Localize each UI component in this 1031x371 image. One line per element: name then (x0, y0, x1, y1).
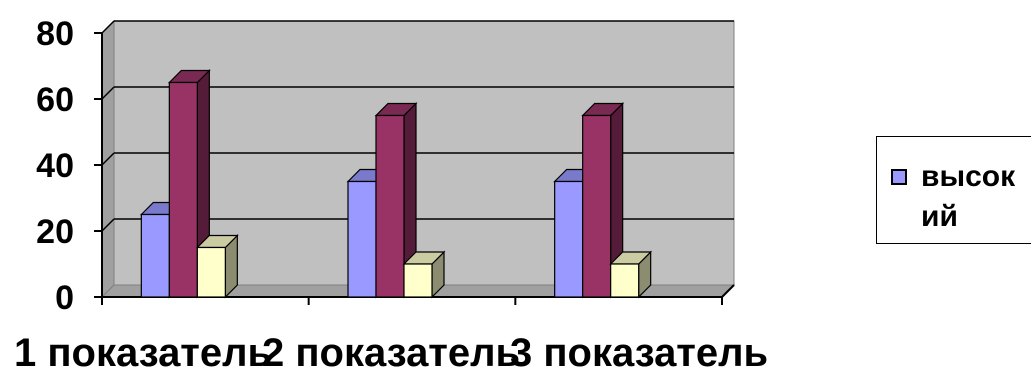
gridline-side (101, 20, 115, 34)
x-category-label-1: 1 показатель (14, 331, 272, 371)
legend: высокий (876, 136, 1031, 244)
y-tick-label: 40 (36, 147, 74, 185)
gridlines (101, 20, 734, 232)
bar-s2-c3 (581, 102, 625, 299)
bars (139, 69, 653, 299)
y-tick-labels: 0 20 40 60 80 (36, 15, 74, 317)
y-tick-label: 20 (36, 213, 74, 251)
x-category-label-2: 2 показатель (262, 331, 520, 371)
legend-label-series-1: высокий (921, 160, 1016, 233)
gridline-side (101, 152, 115, 166)
bar-s3-c2 (402, 250, 446, 299)
gridline-side (101, 218, 115, 232)
x-axis-depth (721, 284, 735, 298)
bar-s3-c3 (609, 250, 653, 299)
y-tick-label: 80 (36, 15, 74, 53)
y-tick-label: 0 (55, 279, 74, 317)
gridline-side (101, 86, 115, 100)
y-tick-label: 60 (36, 81, 74, 119)
bar-s3-c1 (195, 234, 239, 299)
legend-swatch-series-1 (891, 169, 907, 185)
x-category-label-3: 3 показатель (510, 331, 768, 371)
bar-s2-c2 (374, 102, 418, 299)
